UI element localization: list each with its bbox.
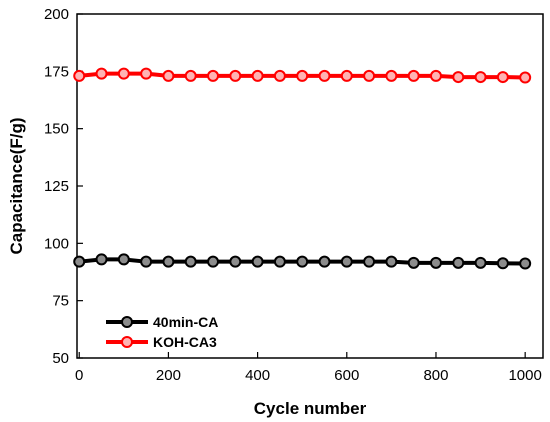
data-point bbox=[163, 71, 173, 81]
data-point bbox=[163, 257, 173, 267]
data-point bbox=[275, 71, 285, 81]
y-tick-label: 200 bbox=[44, 6, 69, 23]
y-axis-title: Capacitance(F/g) bbox=[7, 118, 26, 255]
data-point bbox=[498, 72, 508, 82]
legend-marker bbox=[122, 317, 132, 327]
x-tick-label: 800 bbox=[423, 367, 448, 384]
y-tick-label: 125 bbox=[44, 178, 69, 195]
x-tick-label: 0 bbox=[75, 367, 83, 384]
data-point bbox=[230, 257, 240, 267]
legend: 40min-CA KOH-CA3 bbox=[106, 314, 218, 350]
series-2 bbox=[74, 69, 530, 83]
y-tick-label: 175 bbox=[44, 63, 69, 80]
data-point bbox=[364, 257, 374, 267]
data-point bbox=[476, 72, 486, 82]
data-point bbox=[409, 71, 419, 81]
data-point bbox=[141, 69, 151, 79]
data-point bbox=[297, 71, 307, 81]
series-layer bbox=[74, 69, 530, 269]
data-point bbox=[119, 69, 129, 79]
data-point bbox=[431, 258, 441, 268]
legend-label: 40min-CA bbox=[153, 314, 218, 330]
data-point bbox=[97, 69, 107, 79]
data-point bbox=[386, 71, 396, 81]
data-point bbox=[520, 259, 530, 269]
x-tick-label: 400 bbox=[245, 367, 270, 384]
x-axis-title: Cycle number bbox=[254, 399, 367, 418]
data-point bbox=[520, 73, 530, 83]
data-point bbox=[319, 257, 329, 267]
legend-label: KOH-CA3 bbox=[153, 334, 217, 350]
y-tick-label: 100 bbox=[44, 235, 69, 252]
x-tick-label: 1000 bbox=[508, 367, 541, 384]
x-tick-label: 200 bbox=[156, 367, 181, 384]
series-1 bbox=[74, 254, 530, 268]
legend-marker bbox=[122, 337, 132, 347]
data-point bbox=[476, 258, 486, 268]
data-point bbox=[498, 258, 508, 268]
data-point bbox=[230, 71, 240, 81]
data-point bbox=[119, 254, 129, 264]
data-point bbox=[342, 257, 352, 267]
data-point bbox=[364, 71, 374, 81]
data-point bbox=[297, 257, 307, 267]
data-point bbox=[253, 257, 263, 267]
data-point bbox=[342, 71, 352, 81]
data-point bbox=[74, 71, 84, 81]
data-point bbox=[186, 71, 196, 81]
legend-item: KOH-CA3 bbox=[106, 334, 217, 350]
y-tick-label: 150 bbox=[44, 121, 69, 138]
data-point bbox=[97, 254, 107, 264]
data-point bbox=[409, 258, 419, 268]
y-tick-label: 75 bbox=[52, 293, 69, 310]
ticks: 0 200 400 600 800 1000 50 75 100 125 150 175 200 bbox=[44, 6, 542, 384]
data-point bbox=[208, 71, 218, 81]
data-point bbox=[253, 71, 263, 81]
data-point bbox=[74, 257, 84, 267]
data-point bbox=[453, 72, 463, 82]
data-point bbox=[386, 257, 396, 267]
data-point bbox=[453, 258, 463, 268]
legend-item: 40min-CA bbox=[106, 314, 218, 330]
data-point bbox=[275, 257, 285, 267]
data-point bbox=[208, 257, 218, 267]
data-point bbox=[319, 71, 329, 81]
y-tick-label: 50 bbox=[52, 350, 69, 367]
data-point bbox=[431, 71, 441, 81]
data-point bbox=[141, 257, 151, 267]
data-point bbox=[186, 257, 196, 267]
x-tick-label: 600 bbox=[334, 367, 359, 384]
plot-area bbox=[77, 14, 543, 358]
